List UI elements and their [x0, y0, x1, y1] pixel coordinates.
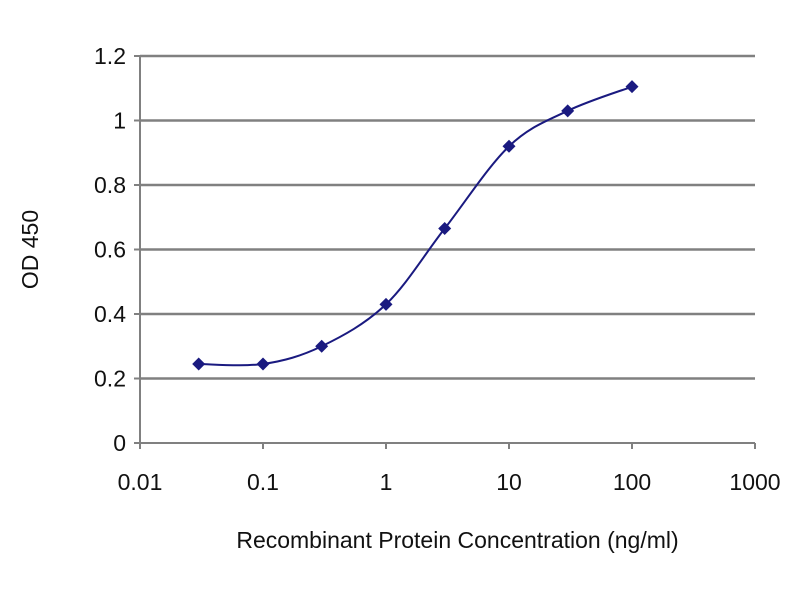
data-point: [438, 222, 452, 236]
series-line: [198, 85, 633, 367]
data-point: [625, 80, 639, 94]
y-tick-label: 0.4: [94, 301, 126, 327]
y-axis-title: OD 450: [17, 210, 43, 289]
y-tick-labels: 0 0.2 0.4 0.6 0.8 1 1.2: [94, 43, 126, 456]
data-point: [502, 139, 516, 153]
y-tick-label: 1: [113, 108, 126, 134]
y-tick-label: 0.8: [94, 172, 126, 198]
data-point: [256, 357, 270, 371]
data-point: [561, 104, 575, 118]
x-tick-label: 1000: [729, 469, 780, 495]
y-tick-label: 0.2: [94, 366, 126, 392]
x-tick-label: 10: [496, 469, 522, 495]
data-point: [379, 297, 393, 311]
y-tick-label: 0.6: [94, 237, 126, 263]
x-axis-title: Recombinant Protein Concentration (ng/ml…: [236, 527, 678, 553]
x-tick-label: 100: [613, 469, 651, 495]
x-tick-labels: 0.01 0.1 1 10 100 1000: [118, 469, 781, 495]
data-point: [192, 357, 206, 371]
x-tick-label: 0.01: [118, 469, 163, 495]
x-tick-label: 1: [380, 469, 393, 495]
y-tick-label: 1.2: [94, 43, 126, 69]
data-point: [315, 339, 329, 353]
y-tick-label: 0: [113, 430, 126, 456]
series-markers: [192, 80, 639, 371]
grid-lines: [140, 54, 755, 380]
axes: [134, 55, 756, 449]
x-tick-label: 0.1: [247, 469, 279, 495]
